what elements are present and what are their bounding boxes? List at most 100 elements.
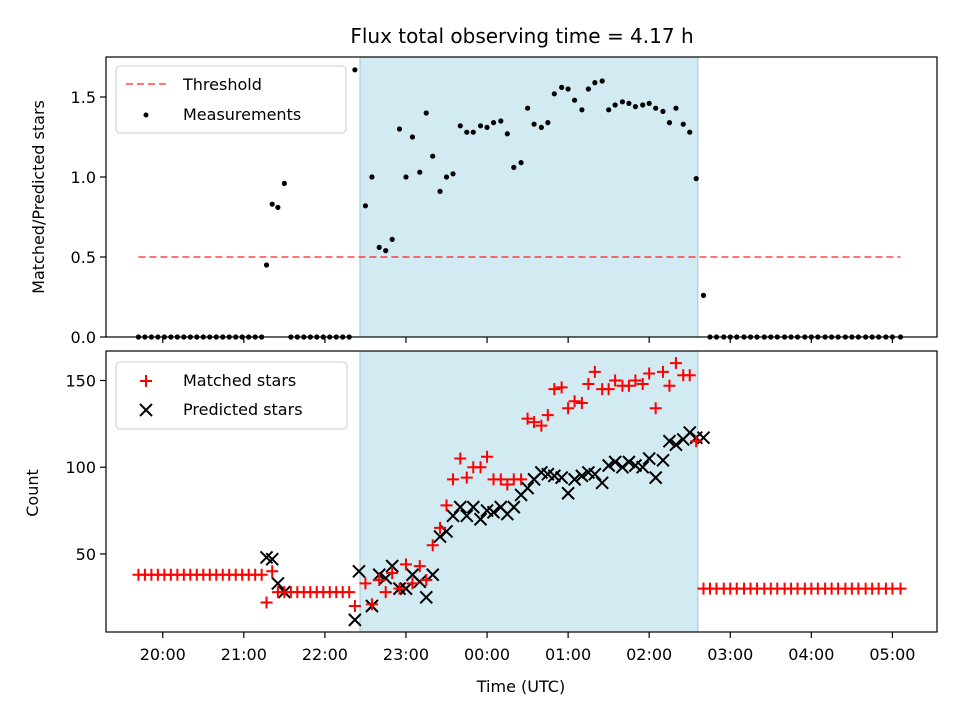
measurement-point [511, 164, 517, 170]
predicted-point [595, 476, 609, 490]
matched-point [420, 573, 433, 586]
predicted-point [507, 500, 521, 514]
legend-predicted-swatch [139, 403, 153, 417]
matched-point [399, 558, 412, 571]
predicted-points [259, 425, 711, 627]
axes-frame [105, 56, 938, 338]
y-tick-label: 100 [65, 458, 96, 477]
predicted-point [413, 574, 427, 589]
predicted-point [608, 455, 622, 469]
measurement-point [263, 262, 270, 268]
x-tick-label: 00:00 [464, 645, 510, 664]
measurement-point [518, 160, 524, 166]
predicted-point [378, 571, 393, 585]
matched-point [555, 381, 568, 394]
measurement-point [450, 171, 456, 177]
y-tick-label: 0.5 [71, 248, 96, 267]
matched-points [132, 357, 907, 612]
matched-point [406, 577, 419, 590]
matched-point [643, 367, 656, 380]
matched-point [629, 374, 642, 387]
matched-point [474, 461, 487, 474]
measurement-point [504, 131, 510, 137]
matched-point [515, 473, 528, 486]
matched-point [386, 567, 399, 580]
measurement-point [430, 153, 436, 159]
measurement-point [396, 126, 403, 132]
legend-matched-swatch [140, 375, 152, 387]
x-tick-label: 04:00 [788, 645, 834, 664]
x-tick-label: 20:00 [140, 645, 186, 664]
measurement-point [680, 121, 686, 127]
matched-point [528, 416, 541, 429]
matched-point [562, 402, 575, 415]
predicted-point [656, 453, 670, 467]
matched-point [494, 473, 507, 486]
matched-point [609, 374, 622, 387]
x-tick-label: 23:00 [383, 645, 429, 664]
top-axes: 0.0 0.5 1.0 1.5 [71, 56, 938, 347]
predicted-point [622, 455, 636, 469]
chart-title: Flux total observing time = 4.17 h [350, 24, 693, 48]
measurement-point [693, 176, 699, 182]
measurement-point [369, 174, 375, 180]
predicted-point [642, 451, 656, 466]
matched-point [894, 582, 907, 595]
measurement-point [565, 86, 571, 92]
x-tick-label: 05:00 [869, 645, 915, 664]
predicted-point [419, 590, 433, 605]
matched-point [521, 412, 534, 425]
measurement-point [700, 292, 707, 298]
matched-point [365, 598, 378, 611]
x-tick-label: 22:00 [302, 645, 348, 664]
matched-point [343, 586, 356, 599]
matched-point [434, 521, 447, 534]
measurement-point [599, 78, 605, 84]
predicted-point [662, 434, 677, 448]
matched-point [636, 377, 649, 390]
matched-point [669, 357, 682, 370]
predicted-point [554, 470, 569, 485]
measurement-point [626, 100, 632, 106]
measurement-point [619, 99, 626, 105]
measurement-point [579, 107, 585, 113]
top-y-axis-label: Matched/Predicted stars [29, 100, 48, 294]
measurement-point [572, 97, 578, 103]
bottom-legend-box [115, 361, 348, 430]
measurement-point [673, 105, 679, 111]
predicted-point [648, 470, 663, 485]
matched-point [602, 383, 615, 396]
x-tick-label: 03:00 [707, 645, 753, 664]
measurement-point [457, 123, 463, 129]
matched-point [359, 577, 372, 590]
matched-point [690, 435, 703, 448]
measurement-point [423, 110, 429, 116]
legend-matched-label: Matched stars [183, 371, 296, 390]
predicted-point [460, 509, 474, 523]
predicted-point [348, 613, 362, 627]
measurement-point [464, 129, 470, 135]
matched-point [373, 573, 386, 586]
measurement-point [531, 121, 537, 127]
axes-frame [105, 350, 938, 633]
predicted-point [601, 458, 616, 473]
predicted-point [669, 437, 683, 452]
predicted-point [567, 472, 582, 487]
predicted-point [271, 576, 285, 591]
measurement-point [551, 91, 557, 97]
y-tick-label: 1.5 [71, 88, 96, 107]
measurement-point [498, 118, 504, 124]
matched-point [535, 419, 548, 432]
matched-point [548, 383, 561, 396]
measurement-point [383, 248, 389, 254]
measurement-point [477, 123, 484, 129]
x-tick-label: 21:00 [221, 645, 267, 664]
matched-point [379, 586, 392, 599]
matched-point [683, 369, 696, 382]
predicted-point [265, 552, 279, 566]
predicted-point [575, 469, 589, 483]
measurement-point [666, 120, 673, 126]
matched-point [413, 560, 426, 573]
predicted-point [486, 505, 501, 520]
